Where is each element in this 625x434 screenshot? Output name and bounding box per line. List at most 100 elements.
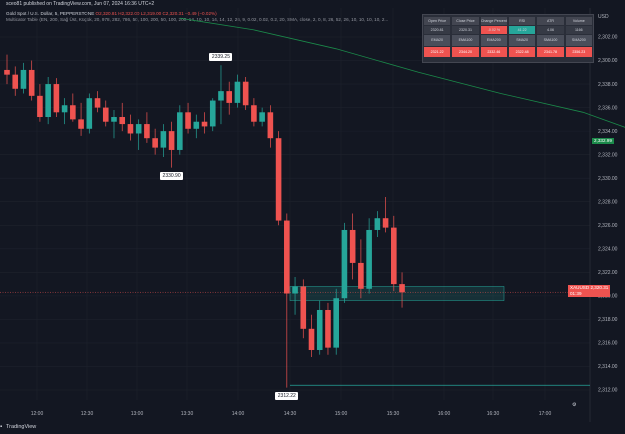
candle-body [28, 69, 35, 96]
candle-body [300, 286, 307, 329]
candle-body [333, 298, 339, 348]
candle-body [86, 98, 93, 129]
x-tick-label: 17:00 [539, 411, 552, 417]
candle-body [185, 112, 191, 129]
indicator-legend: Multicator Table (EN, 200, Sağ Üst, Küçü… [6, 17, 388, 23]
table-cell: SMA200 [565, 35, 592, 46]
candle-body [259, 112, 265, 122]
candle-body [325, 309, 331, 348]
y-tick-label: 2,336.00 [598, 105, 618, 111]
candle-body [127, 124, 134, 134]
sma-price-value: 2,332.99 [594, 138, 612, 143]
x-tick-label: 12:00 [31, 411, 44, 417]
candle-body [160, 131, 167, 148]
candle-body [226, 91, 233, 103]
publish-info: sceo81 published on TradingView.com, Jun… [6, 1, 155, 7]
table-cell: SMA20 [509, 35, 536, 46]
candle-body [242, 81, 249, 106]
y-tick-label: 2,334.00 [598, 129, 618, 135]
candle-body [78, 119, 84, 129]
x-tick-label: 13:00 [131, 411, 144, 417]
table-cell: 2322.48 [509, 47, 536, 57]
table-cell: 2344.20 [452, 47, 479, 57]
candle-body [168, 131, 175, 150]
currency-label: USD [598, 14, 609, 20]
current-price-countdown: 01:39 [570, 291, 582, 296]
candle-body [316, 309, 323, 350]
candle-body [20, 69, 27, 89]
table-cell: 41.22 [509, 26, 536, 34]
candle-body [4, 69, 10, 75]
y-tick-label: 2,302.00 [598, 35, 618, 41]
sma-line [179, 17, 625, 128]
table-cell: 2321.22 [424, 47, 451, 57]
table-cell: 2320.31 [452, 26, 479, 34]
candle-body [94, 98, 101, 108]
table-cell: ATR [537, 17, 564, 25]
table-cell: 4.06 [537, 26, 564, 34]
candle-body [391, 227, 397, 285]
multicator-table: Open Price Close Price Change Percent RSI AT… [422, 14, 594, 63]
y-tick-label: 2,324.00 [598, 247, 618, 253]
x-tick-label: 12:30 [81, 411, 94, 417]
symbol-name[interactable]: Gold Spot / U.S. Dollar, 5, PEPPERSTONE [6, 11, 95, 16]
candle-body [267, 112, 274, 139]
tradingview-brand[interactable]: TradingView [6, 424, 37, 430]
y-tick-label: 2,330.00 [598, 176, 618, 182]
candle-body [284, 220, 290, 294]
x-tick-label: 14:00 [232, 411, 245, 417]
candle-body [349, 229, 356, 263]
candle-body [45, 84, 51, 118]
candle-body [201, 121, 208, 127]
candle-body [135, 124, 142, 134]
y-tick-label: 2,338.00 [598, 82, 618, 88]
table-cell: -0.02 % [480, 26, 507, 34]
candle-body [37, 95, 43, 118]
y-tick-label: 2,322.00 [598, 270, 618, 276]
table-cell: SMA100 [537, 35, 564, 46]
table-cell: Change Percent [480, 17, 507, 25]
candle-body [251, 105, 257, 122]
candle-body [12, 74, 19, 89]
table-cell: 2341.78 [537, 47, 564, 57]
current-price-value: 2,320.31 [590, 285, 609, 290]
price-chart[interactable]: 2,302.00 2,300.00 2,338.00 2,336.00 2,334.00… [0, 8, 625, 422]
y-tick-label: 2,332.00 [598, 152, 618, 158]
table-cell: 2320.81 [424, 26, 451, 34]
table-cell: 1166 [565, 26, 592, 34]
candle-body [292, 286, 298, 294]
candle-body [218, 91, 224, 101]
candle-body [399, 284, 405, 293]
candle-body [275, 138, 282, 221]
publish-bar: sceo81 published on TradingView.com, Jun… [0, 0, 625, 8]
x-tick-label: 13:30 [181, 411, 194, 417]
candle-body [70, 105, 76, 120]
table-cell: 2356.23 [565, 47, 592, 57]
y-tick-label: 2,318.00 [598, 317, 618, 323]
candle-body [144, 124, 150, 139]
candle-body [382, 218, 389, 228]
candle-body [177, 112, 183, 150]
candle-body [61, 105, 68, 113]
table-cell: EMA20 [424, 35, 451, 46]
symbol-legend: Gold Spot / U.S. Dollar, 5, PEPPERSTONE … [6, 11, 217, 17]
y-tick-label: 2,314.00 [598, 364, 618, 370]
candle-body [234, 81, 241, 103]
indicator-name[interactable]: Multicator Table (EN, 200, Sağ Üst, Küçü… [6, 17, 389, 22]
candle-body [358, 262, 364, 289]
candle-body [119, 117, 126, 125]
candle-body [374, 218, 381, 230]
price-callout: 2339.25 [209, 53, 233, 62]
y-tick-label: 2,328.00 [598, 199, 618, 205]
table-cell: Volume [565, 17, 592, 25]
y-tick-label: 2,312.00 [598, 388, 618, 394]
ohlc-values: O2,320.81 H2,322.00 L2,319.00 C2,320.31 … [95, 11, 217, 16]
price-callout: 2330.90 [160, 171, 184, 180]
x-tick-label: 15:00 [335, 411, 348, 417]
tradingview-logo-icon[interactable]: ▪ [0, 424, 3, 430]
candle-body [366, 229, 372, 289]
candle-body [111, 117, 117, 122]
candle-body [209, 100, 216, 127]
candle-body [152, 138, 158, 148]
timezone-settings-icon[interactable]: ⚙ [572, 402, 577, 408]
